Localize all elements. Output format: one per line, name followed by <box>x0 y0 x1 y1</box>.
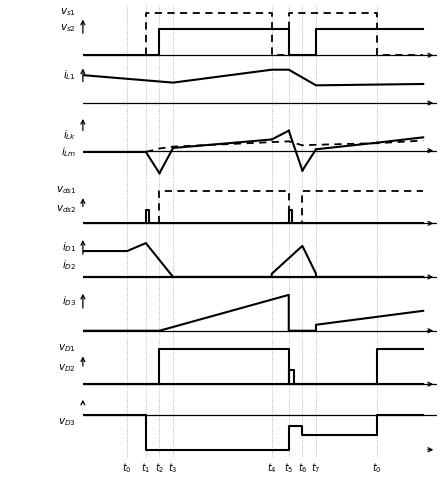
Text: $t_3$: $t_3$ <box>168 462 178 475</box>
Text: $v_{ds1}$: $v_{ds1}$ <box>56 184 76 196</box>
Text: $v_{s1}$: $v_{s1}$ <box>60 7 76 18</box>
Text: $t_4$: $t_4$ <box>267 462 277 475</box>
Text: $t_6$: $t_6$ <box>297 462 307 475</box>
Text: $i_{Lm}$: $i_{Lm}$ <box>60 145 76 159</box>
Text: $i_{D2}$: $i_{D2}$ <box>62 258 76 272</box>
Text: $i_{D1}$: $i_{D1}$ <box>62 240 76 254</box>
Text: $v_{D3}$: $v_{D3}$ <box>58 416 76 429</box>
Text: $v_{D2}$: $v_{D2}$ <box>59 363 76 374</box>
Text: $t_0$: $t_0$ <box>122 462 132 475</box>
Text: $t_1$: $t_1$ <box>141 462 151 475</box>
Text: $i_{D3}$: $i_{D3}$ <box>61 294 76 308</box>
Text: $t_7$: $t_7$ <box>311 462 321 475</box>
Text: $v_{s2}$: $v_{s2}$ <box>60 22 76 34</box>
Text: $v_{D1}$: $v_{D1}$ <box>58 342 76 354</box>
Text: $t_5$: $t_5$ <box>284 462 293 475</box>
Text: $t_0$: $t_0$ <box>372 462 382 475</box>
Text: $t_2$: $t_2$ <box>155 462 164 475</box>
Text: $v_{ds2}$: $v_{ds2}$ <box>56 203 76 215</box>
Text: $i_{Lk}$: $i_{Lk}$ <box>63 128 76 141</box>
Text: $i_{L1}$: $i_{L1}$ <box>63 68 76 82</box>
